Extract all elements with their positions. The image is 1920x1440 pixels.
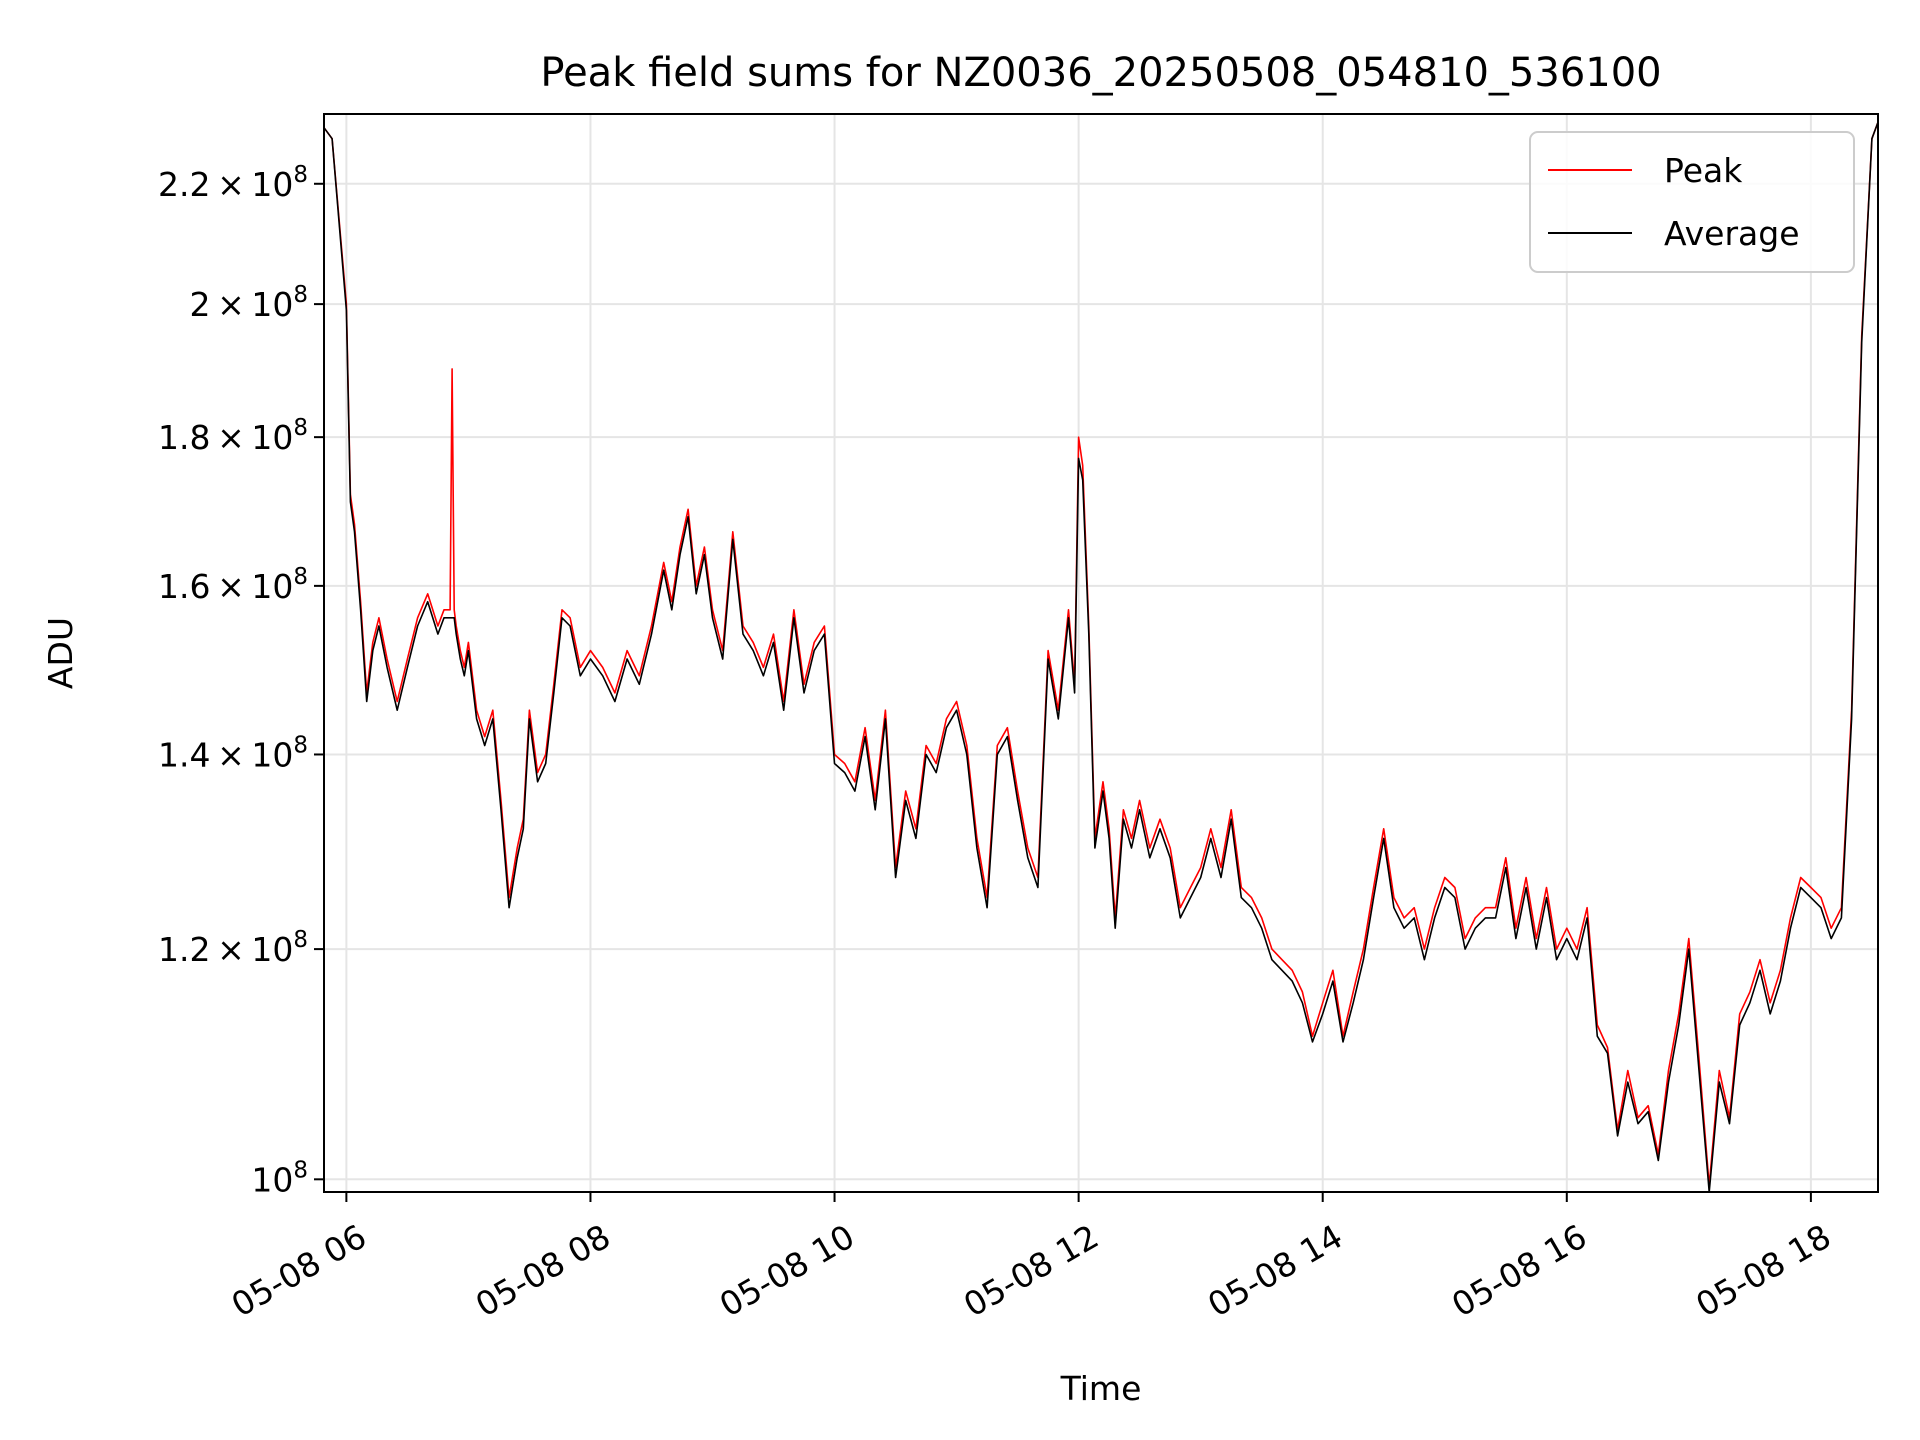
chart-title: Peak field sums for NZ0036_20250508_0548… xyxy=(540,50,1661,96)
legend-box xyxy=(1529,131,1855,273)
y-tick-label: 108 xyxy=(251,1157,308,1199)
legend-label-peak: Peak xyxy=(1664,151,1743,190)
x-tick-label: 05-08 08 xyxy=(469,1217,617,1325)
plot-frame xyxy=(323,113,1879,1193)
x-tick-label: 05-08 12 xyxy=(957,1217,1105,1325)
y-tick-label: 1.8 × 108 xyxy=(158,415,308,457)
y-axis-label: ADU xyxy=(41,617,80,689)
y-tick-label: 2.2 × 108 xyxy=(158,162,308,204)
x-tick-label: 05-08 06 xyxy=(225,1217,373,1325)
x-tick-label: 05-08 10 xyxy=(713,1217,861,1325)
y-axis: 108 1.2 × 108 1.4 × 108 1.6 × 108 1.8 × 108 2… xyxy=(158,162,324,1199)
y-tick-label: 1.4 × 108 xyxy=(158,732,308,774)
x-tick-label: 05-08 16 xyxy=(1445,1217,1593,1325)
series-line-peak xyxy=(324,121,1878,1187)
x-tick-label: 05-08 14 xyxy=(1201,1217,1349,1325)
y-tick-label: 1.2 × 108 xyxy=(158,927,308,969)
legend-label-average: Average xyxy=(1664,214,1800,253)
series-layer xyxy=(324,121,1878,1192)
x-axis-label: Time xyxy=(1060,1369,1142,1408)
legend: Peak Average xyxy=(1529,131,1855,273)
y-tick-label: 1.6 × 108 xyxy=(158,564,308,606)
series-line-average xyxy=(324,121,1878,1192)
y-tick-label: 2 × 108 xyxy=(190,282,308,324)
x-tick-label: 05-08 18 xyxy=(1689,1217,1837,1325)
x-axis: 05-08 06 05-08 08 05-08 10 05-08 12 05-08 14… xyxy=(225,1192,1837,1325)
